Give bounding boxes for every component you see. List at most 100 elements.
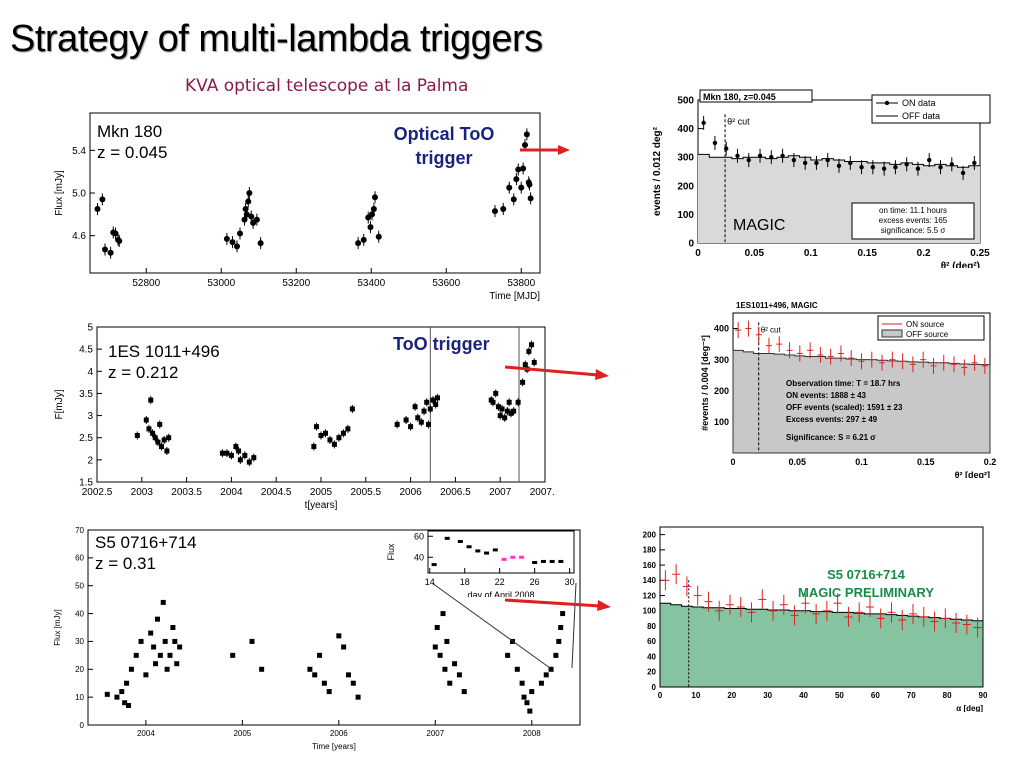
legend-box [871,94,991,124]
y-tick-label: 100 [714,417,729,427]
on-data-point [769,155,774,160]
theta2-mkn180: 0 0.05 0.1 0.15 0.2 0.25 0 100 200 300 400 500 θ² (d… [652,89,991,268]
stats-line: significance: 5.5 σ [881,226,946,235]
x-axis-label: Time [MJD] [489,291,540,302]
data-point [421,408,427,414]
data-point [529,342,535,348]
y-tick-label: 160 [643,561,657,570]
x-tick-label: 0.1 [855,457,868,467]
x-tick-label: 0.25 [970,248,990,259]
data-point [104,691,110,697]
data-point [114,694,120,700]
x-tick-label: 0.2 [984,457,997,467]
data-point [519,680,525,686]
data-point [526,181,533,188]
y-tick-label: 20 [75,665,84,674]
data-point [246,459,252,465]
data-point [431,563,437,567]
data-point [437,652,443,658]
data-point [321,680,327,686]
y-tick-label: 60 [647,637,656,646]
on-data-point [938,165,943,170]
inset-connector-left [431,582,551,669]
y-tick-label: 40 [647,652,656,661]
data-point [237,230,243,237]
legend-title: 1ES1011+496, MAGIC [736,301,818,310]
on-data-point [915,166,921,171]
data-point [107,249,114,256]
data-point [375,233,382,240]
data-point [510,555,516,559]
data-point [497,413,503,419]
data-point [492,548,498,552]
y-axis-label: events / 0.012 deg² [652,126,663,216]
data-point [170,625,176,630]
data-point [166,435,172,441]
annotation-line2: MAGIC PRELIMINARY [798,585,934,600]
data-point [229,239,236,246]
x-axis-label: day of April 2008 [467,590,534,597]
x-tick-label: 0.05 [788,457,806,467]
data-point [219,450,225,456]
data-point [510,196,517,203]
annotation-line1: S5 0716+714 [827,567,905,582]
optical-too-line2: trigger [415,148,473,168]
data-point [146,426,152,432]
data-point [251,455,257,461]
data-point [543,672,549,678]
data-point [527,195,534,202]
x-axis-label: θ² [deg²] [955,470,990,478]
y-tick-label: 400 [677,124,694,135]
data-point [327,437,333,443]
data-point [174,661,180,667]
data-point [444,536,450,540]
data-point [257,240,264,247]
data-point [515,166,522,173]
data-point [345,672,351,678]
data-point [440,611,446,617]
on-data-point [927,157,932,163]
data-point [237,457,243,463]
stats-line: ON events: 1888 ± 43 [786,391,867,400]
data-point [434,625,440,630]
data-point [540,559,546,563]
on-data-point [724,146,729,151]
data-point [223,235,230,242]
data-point [172,638,178,644]
data-point [506,184,513,191]
x-tick-label: 2004.5 [261,487,292,498]
on-data-point [960,170,966,176]
x-tick-label: 52800 [132,278,160,289]
y-tick-label: 60 [75,554,84,563]
x-tick-label: 30 [763,691,772,700]
source-label: z = 0.045 [97,143,167,162]
optical-too-trigger-label: Optical ToO trigger [378,122,510,170]
data-point [128,666,134,672]
y-tick-label: 300 [677,153,694,164]
on-data-point [735,153,740,158]
y-tick-label: 500 [677,96,694,107]
y-tick-label: 30 [75,637,84,646]
data-point [532,561,538,564]
data-point [112,230,119,237]
data-point [372,194,378,201]
data-point [426,421,432,427]
data-point [162,638,168,644]
inset-connector-right [571,582,577,669]
legend-off-marker [881,329,903,338]
legend-on-marker [884,100,890,106]
data-point [493,390,499,396]
x-tick-label: 2005 [310,487,333,498]
data-point [157,421,163,427]
legend-off-label: OFF source [906,330,949,339]
x-tick-label: 53000 [207,278,235,289]
data-point [317,652,323,658]
data-point [548,666,554,672]
x-tick-label: 2007 [489,487,512,498]
data-point [331,441,337,447]
data-point [148,630,154,636]
arrow-3 [504,598,611,611]
data-point [154,616,160,622]
y-tick-label: 100 [677,210,694,221]
data-point [560,611,566,617]
